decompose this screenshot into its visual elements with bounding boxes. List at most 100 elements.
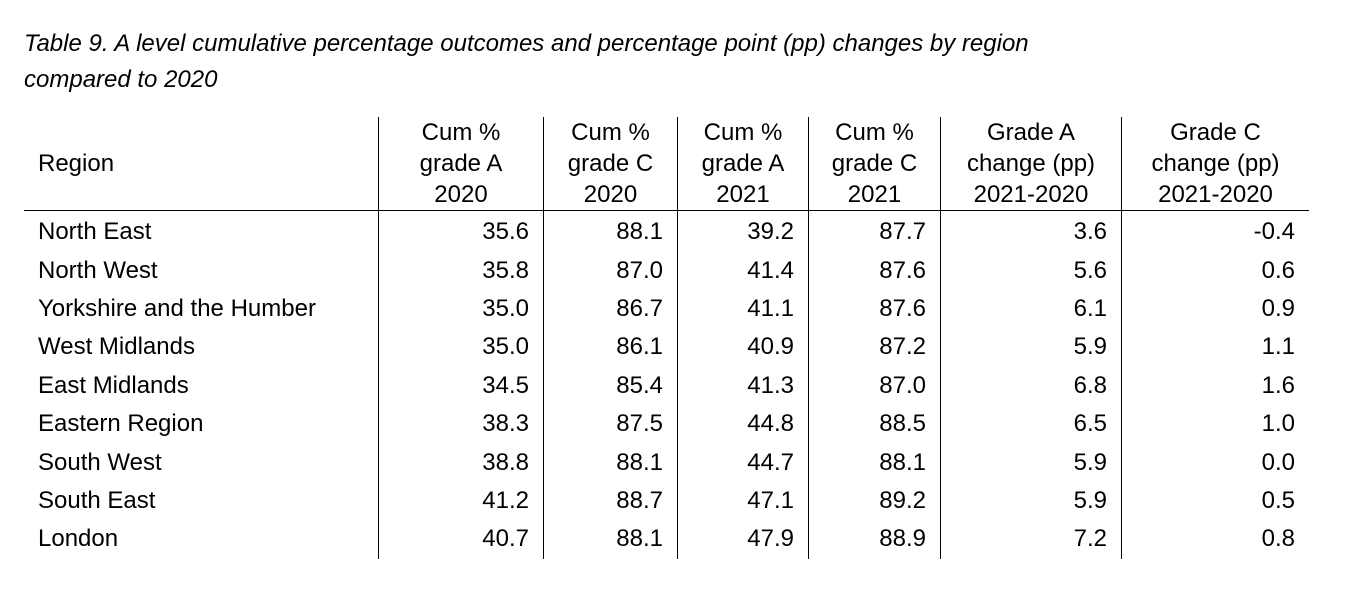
header-cum-a-2021: Cum % grade A 2021 xyxy=(677,117,809,211)
grade-c-change-cell: 0.6 xyxy=(1121,251,1309,290)
header-line: Grade C xyxy=(1170,119,1261,146)
header-line: Cum % xyxy=(703,119,783,146)
grade-c-change-cell: 0.8 xyxy=(1121,520,1309,559)
header-line: grade C xyxy=(831,150,918,177)
grade-c-change-cell: 0.9 xyxy=(1121,289,1309,329)
cum-c-2020-cell: 88.1 xyxy=(543,520,678,559)
region-cell: Yorkshire and the Humber xyxy=(38,294,316,322)
table-row: East Midlands 34.5 85.4 41.3 87.0 6.8 1.… xyxy=(24,366,1309,405)
header-line: Region xyxy=(38,150,115,177)
cum-c-2021-cell: 87.7 xyxy=(808,210,941,252)
table-row: London 40.7 88.1 47.9 88.9 7.2 0.8 xyxy=(24,520,1309,559)
header-line: grade A xyxy=(701,150,785,177)
header-cum-a-2020: Cum % grade A 2020 xyxy=(378,117,544,211)
header-row: Region Cum % grade A 2020 Cum % grade C … xyxy=(24,117,1309,211)
cum-c-2021-cell: 87.2 xyxy=(808,328,941,367)
cum-a-2021-cell: 40.9 xyxy=(677,328,809,367)
header-line: Cum % xyxy=(835,119,914,146)
cum-c-2020-cell: 87.0 xyxy=(543,251,678,290)
grade-a-change-cell: 6.8 xyxy=(940,366,1122,405)
header-grade-c-change: Grade C change (pp) 2021-2020 xyxy=(1121,117,1309,211)
grade-c-change-cell: 1.0 xyxy=(1121,404,1309,444)
header-line: 2021 xyxy=(716,181,770,208)
cum-a-2020-cell: 35.0 xyxy=(378,328,544,367)
cum-c-2020-cell: 88.7 xyxy=(543,481,678,521)
cum-a-2020-cell: 38.8 xyxy=(378,443,544,482)
cum-a-2021-cell: 47.1 xyxy=(677,481,809,521)
grade-a-change-cell: 6.1 xyxy=(940,289,1122,329)
grade-a-change-cell: 7.2 xyxy=(940,520,1122,559)
header-line: 2021-2020 xyxy=(973,181,1089,208)
cum-c-2021-cell: 88.9 xyxy=(808,520,941,559)
caption-line-2: compared to 2020 xyxy=(24,66,218,93)
cum-c-2021-cell: 87.0 xyxy=(808,366,941,405)
grade-a-change-cell: 6.5 xyxy=(940,404,1122,444)
cum-a-2021-cell: 44.7 xyxy=(677,443,809,482)
region-cell: London xyxy=(38,525,119,553)
grade-a-change-cell: 3.6 xyxy=(940,210,1122,252)
header-cum-c-2021: Cum % grade C 2021 xyxy=(808,117,941,211)
header-line: grade C xyxy=(567,150,654,177)
cum-a-2020-cell: 40.7 xyxy=(378,520,544,559)
cum-a-2021-cell: 41.4 xyxy=(677,251,809,290)
grade-a-change-cell: 5.9 xyxy=(940,328,1122,367)
cum-a-2021-cell: 47.9 xyxy=(677,520,809,559)
cum-c-2020-cell: 86.7 xyxy=(543,289,678,329)
region-cell: East Midlands xyxy=(38,371,189,399)
grade-c-change-cell: 1.1 xyxy=(1121,328,1309,367)
cum-a-2021-cell: 39.2 xyxy=(677,210,809,252)
grade-c-change-cell: -0.4 xyxy=(1121,210,1309,252)
grade-c-change-cell: 0.0 xyxy=(1121,443,1309,482)
table-caption: Table 9. A level cumulative percentage o… xyxy=(24,26,1224,98)
table-row: North East 35.6 88.1 39.2 87.7 3.6 -0.4 xyxy=(24,210,1309,252)
header-line: 2020 xyxy=(583,181,638,208)
table-row: Yorkshire and the Humber 35.0 86.7 41.1 … xyxy=(24,289,1309,329)
cum-a-2020-cell: 34.5 xyxy=(378,366,544,405)
header-line: 2021-2020 xyxy=(1158,181,1273,208)
region-cell: North East xyxy=(38,218,152,246)
header-cum-c-2020: Cum % grade C 2020 xyxy=(543,117,678,211)
header-line: change (pp) xyxy=(966,150,1096,177)
header-line: grade A xyxy=(419,150,503,177)
header-grade-a-change: Grade A change (pp) 2021-2020 xyxy=(940,117,1122,211)
cum-a-2021-cell: 44.8 xyxy=(677,404,809,444)
table-row: South East 41.2 88.7 47.1 89.2 5.9 0.5 xyxy=(24,481,1309,521)
cum-c-2021-cell: 87.6 xyxy=(808,251,941,290)
region-cell: North West xyxy=(38,256,158,284)
table-row: West Midlands 35.0 86.1 40.9 87.2 5.9 1.… xyxy=(24,328,1309,367)
cum-a-2020-cell: 35.8 xyxy=(378,251,544,290)
cum-c-2020-cell: 87.5 xyxy=(543,404,678,444)
cum-a-2020-cell: 35.0 xyxy=(378,289,544,329)
grade-a-change-cell: 5.9 xyxy=(940,443,1122,482)
cum-a-2020-cell: 41.2 xyxy=(378,481,544,521)
region-outcomes-table: Region Cum % grade A 2020 Cum % grade C … xyxy=(24,117,1309,559)
cum-c-2020-cell: 86.1 xyxy=(543,328,678,367)
region-cell: South West xyxy=(38,448,162,476)
grade-a-change-cell: 5.9 xyxy=(940,481,1122,521)
region-cell: West Midlands xyxy=(38,333,195,361)
header-line: Cum % xyxy=(421,119,501,146)
cum-c-2020-cell: 88.1 xyxy=(543,210,678,252)
header-region: Region xyxy=(24,117,379,211)
header-line: change (pp) xyxy=(1151,150,1280,177)
header-line: Cum % xyxy=(571,119,650,146)
caption-line-1: Table 9. A level cumulative percentage o… xyxy=(24,30,1029,57)
grade-c-change-cell: 1.6 xyxy=(1121,366,1309,405)
region-cell: South East xyxy=(38,486,156,514)
cum-a-2020-cell: 35.6 xyxy=(378,210,544,252)
header-line: Grade A xyxy=(986,119,1076,146)
cum-c-2021-cell: 87.6 xyxy=(808,289,941,329)
region-cell: Eastern Region xyxy=(38,410,204,438)
table-row: South West 38.8 88.1 44.7 88.1 5.9 0.0 xyxy=(24,443,1309,482)
cum-a-2020-cell: 38.3 xyxy=(378,404,544,444)
cum-c-2021-cell: 88.5 xyxy=(808,404,941,444)
table-row: North West 35.8 87.0 41.4 87.6 5.6 0.6 xyxy=(24,251,1309,290)
grade-a-change-cell: 5.6 xyxy=(940,251,1122,290)
table-row: Eastern Region 38.3 87.5 44.8 88.5 6.5 1… xyxy=(24,404,1309,444)
grade-c-change-cell: 0.5 xyxy=(1121,481,1309,521)
header-line: 2020 xyxy=(434,181,488,208)
cum-c-2021-cell: 88.1 xyxy=(808,443,941,482)
cum-c-2021-cell: 89.2 xyxy=(808,481,941,521)
cum-c-2020-cell: 88.1 xyxy=(543,443,678,482)
header-line: 2021 xyxy=(847,181,902,208)
